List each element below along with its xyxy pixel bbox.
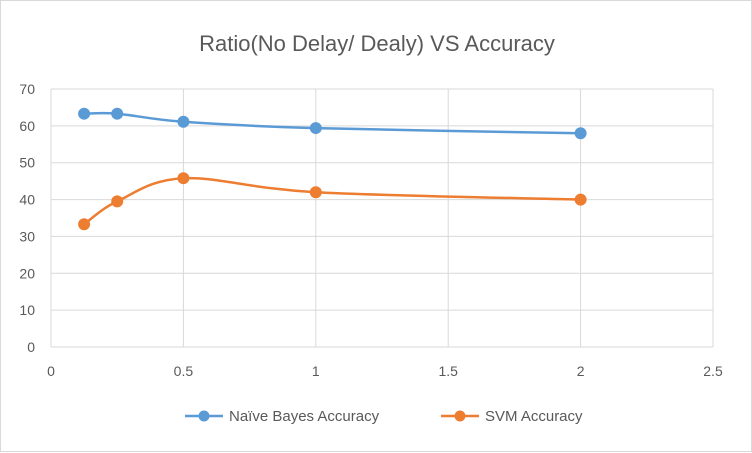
naive-bayes-data-point [574, 127, 587, 140]
x-tick-label: 0 [47, 363, 55, 379]
x-tick-label: 1.5 [438, 363, 458, 379]
naive-bayes-legend-label: Naïve Bayes Accuracy [229, 408, 380, 425]
y-tick-label: 30 [19, 228, 35, 244]
x-tick-label: 2 [577, 363, 585, 379]
x-tick-label: 2.5 [703, 363, 723, 379]
y-tick-label: 10 [19, 302, 35, 318]
svm-data-point [309, 186, 322, 199]
axis-layer: 0 10 20 30 40 50 60 70 0 0.5 1 1.5 2 2.5 [19, 81, 723, 379]
svm-data-point [574, 193, 587, 206]
series-layer [78, 107, 587, 231]
naive-bayes-legend-marker [198, 410, 210, 422]
svm-data-point [111, 195, 124, 208]
naive-bayes-data-point [111, 107, 124, 120]
svm-legend-marker [454, 410, 466, 422]
grid-layer [50, 88, 714, 348]
naive-bayes-data-point [309, 122, 322, 135]
svm-data-point [78, 218, 91, 231]
y-tick-label: 60 [19, 118, 35, 134]
svm-series-line [83, 176, 581, 226]
x-tick-label: 1 [312, 363, 320, 379]
legend: Naïve Bayes Accuracy SVM Accuracy [185, 408, 583, 425]
chart-title: Ratio(No Delay/ Dealy) VS Accuracy [199, 31, 555, 56]
y-tick-label: 40 [19, 192, 35, 208]
y-tick-label: 20 [19, 265, 35, 281]
naive-bayes-series-line [84, 111, 581, 135]
x-tick-label: 0.5 [174, 363, 194, 379]
y-tick-label: 0 [27, 339, 35, 355]
y-tick-label: 50 [19, 155, 35, 171]
y-tick-label: 70 [19, 81, 35, 97]
naive-bayes-data-point [177, 115, 190, 128]
svm-data-point [177, 172, 190, 185]
naive-bayes-data-point [78, 107, 91, 120]
svm-legend-label: SVM Accuracy [485, 408, 583, 425]
